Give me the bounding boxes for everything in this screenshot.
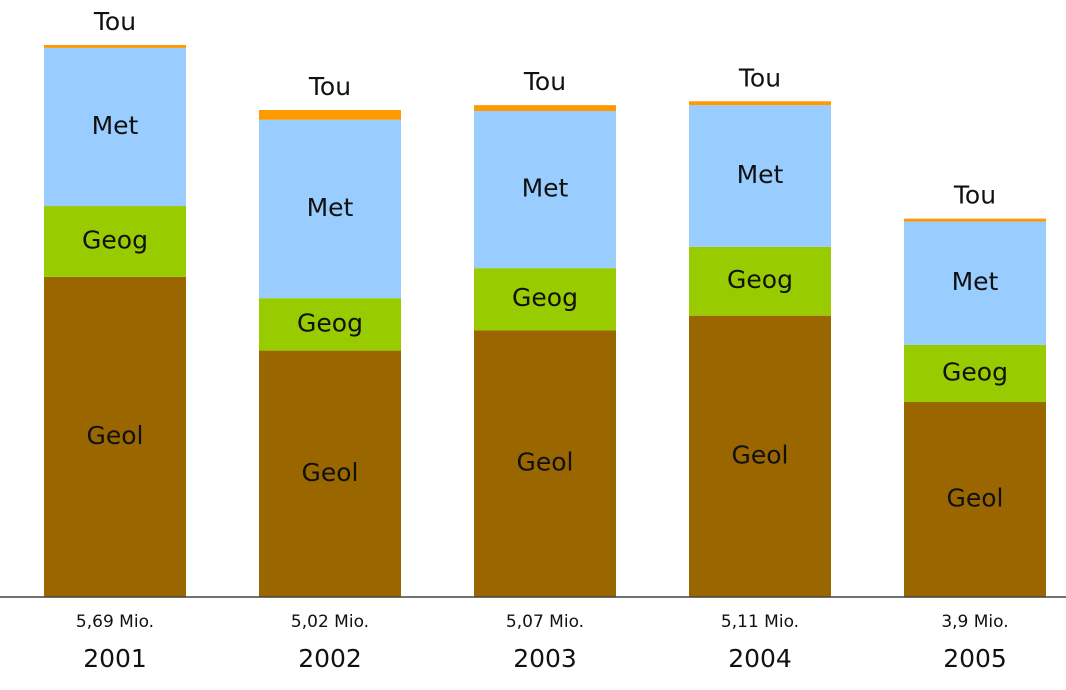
bar-segment	[474, 105, 616, 111]
x-tick-label: 2003	[513, 644, 577, 673]
total-label: 5,69 Mio.	[76, 612, 154, 632]
bar-segment	[904, 344, 1046, 403]
bar-segment	[904, 402, 1046, 597]
total-label: 3,9 Mio.	[941, 612, 1008, 632]
bar-segment	[474, 268, 616, 331]
segment-label: Tou	[738, 63, 781, 92]
segment-label: Geog	[297, 308, 363, 337]
bar-segment	[259, 119, 401, 299]
x-tick-label: 2002	[298, 644, 362, 673]
segment-label: Tou	[93, 7, 136, 36]
segment-label: Geol	[732, 440, 789, 469]
segment-label: Tou	[523, 67, 566, 96]
segment-label: Met	[737, 160, 784, 189]
bar-segment	[474, 330, 616, 597]
total-label: 5,02 Mio.	[291, 612, 369, 632]
bar-segment	[689, 246, 831, 316]
x-tick-label: 2001	[83, 644, 147, 673]
segment-label: Geol	[947, 484, 1004, 513]
bar-segment	[689, 105, 831, 247]
bar-segment	[44, 47, 186, 207]
segment-label: Geol	[302, 458, 359, 487]
segment-label: Geog	[512, 283, 578, 312]
bar-segment	[689, 315, 831, 597]
segment-label: Geog	[82, 225, 148, 254]
bar-segment	[259, 350, 401, 597]
segment-label: Met	[522, 174, 569, 203]
segment-label: Geol	[517, 448, 574, 477]
bar-segment	[904, 221, 1046, 345]
segment-label: Tou	[953, 181, 996, 210]
bar-segment	[44, 206, 186, 277]
bar-segment	[904, 218, 1046, 222]
bar-segment	[44, 276, 186, 597]
bar-segment	[259, 109, 401, 120]
segment-label: Met	[952, 267, 999, 296]
segment-label: Geog	[727, 265, 793, 294]
bar-segment	[689, 101, 831, 106]
bar-segment	[474, 110, 616, 269]
x-tick-label: 2005	[943, 644, 1007, 673]
total-label: 5,11 Mio.	[721, 612, 799, 632]
segment-label: Met	[307, 193, 354, 222]
total-label: 5,07 Mio.	[506, 612, 584, 632]
bar-segment	[44, 45, 186, 48]
bar-segment	[259, 298, 401, 351]
x-tick-label: 2004	[728, 644, 792, 673]
segment-label: Tou	[308, 72, 351, 101]
segment-label: Met	[92, 111, 139, 140]
segment-label: Geol	[87, 421, 144, 450]
segment-label: Geog	[942, 357, 1008, 386]
